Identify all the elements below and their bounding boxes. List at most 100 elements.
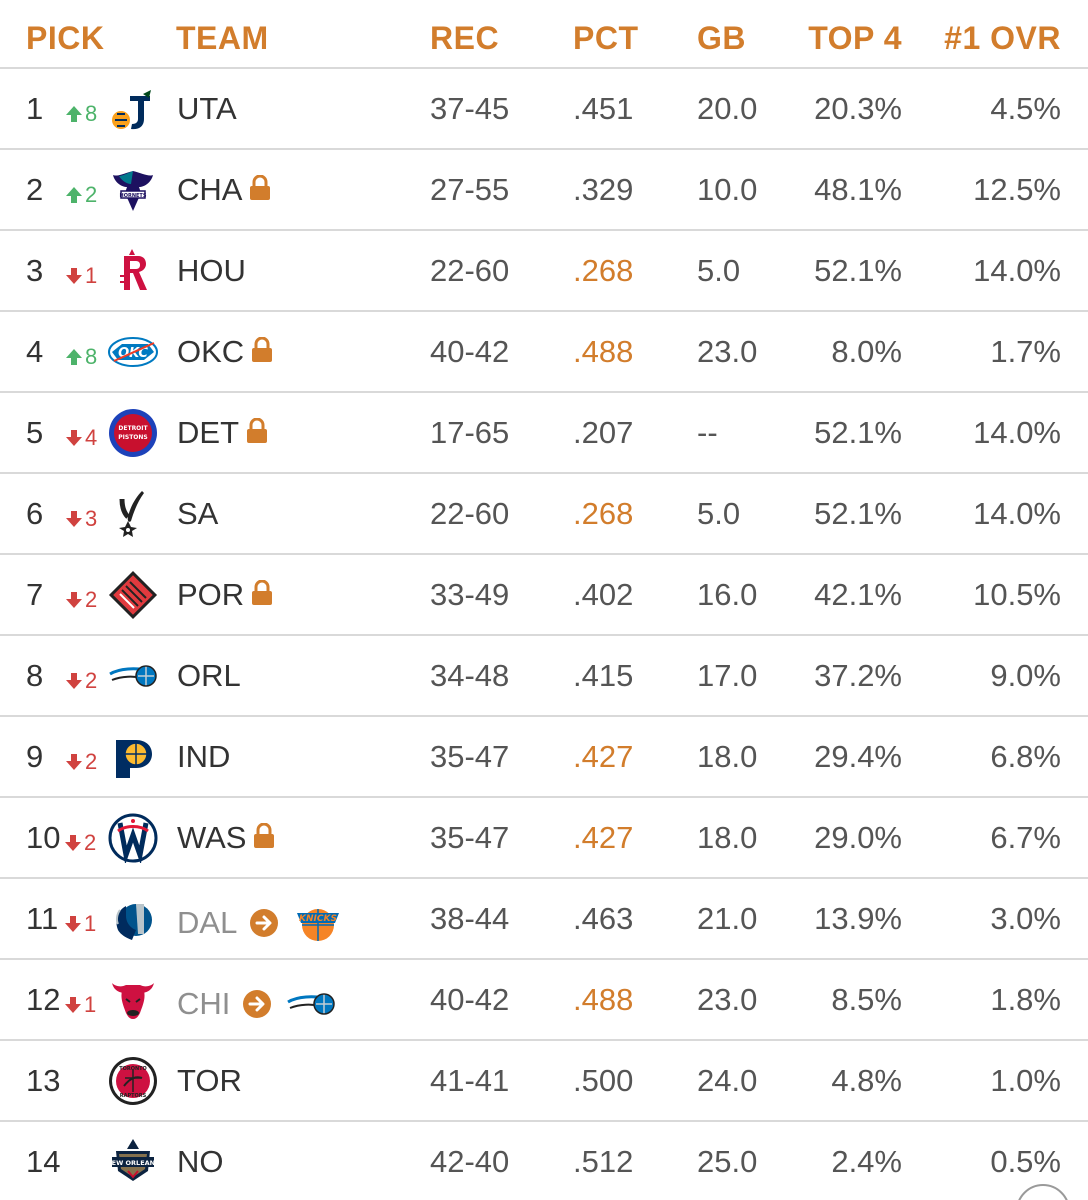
top4-odds: 37.2% (814, 658, 902, 693)
pick-number: 8 (26, 658, 44, 693)
top4-odds: 52.1% (814, 253, 902, 288)
win-pct: .268 (573, 253, 634, 288)
table-row[interactable]: 11 1 DAL KNICKS 38-44 .463 21.0 13.9% 3.… (0, 879, 1088, 960)
svg-text:RAPTORS: RAPTORS (120, 1093, 147, 1099)
games-back: 23.0 (697, 334, 758, 369)
team-cell[interactable]: POR (177, 577, 274, 613)
record: 35-47 (430, 820, 510, 855)
team-cell[interactable]: WAS (177, 820, 276, 856)
win-pct: .488 (573, 334, 634, 369)
pick-movement-up: 8 (64, 101, 97, 127)
header-rec[interactable]: REC (430, 20, 500, 56)
table-row[interactable]: 9 2 IND 35-47 .427 18.0 29.4% 6.8% (0, 717, 1088, 798)
pick-movement-value: 2 (85, 668, 98, 693)
thunder-logo-icon[interactable]: OKC (108, 327, 158, 377)
lock-icon (254, 823, 275, 848)
team-cell[interactable]: DET (177, 415, 269, 451)
first-overall-odds: 6.8% (990, 739, 1061, 774)
pick-movement-value: 2 (85, 182, 98, 207)
team-abbr: IND (177, 739, 231, 774)
record: 40-42 (430, 334, 510, 369)
record: 40-42 (430, 982, 510, 1017)
wizards-logo-icon[interactable] (108, 813, 158, 863)
header-ovr[interactable]: #1 OVR (944, 20, 1061, 56)
table-row[interactable]: 1 8 UTA 37-45 .451 20.0 20.3% 4.5% (0, 69, 1088, 150)
jazz-logo-icon[interactable] (108, 84, 158, 134)
pick-movement-value: 2 (85, 749, 98, 774)
pick-movement-down: 2 (64, 587, 97, 613)
pick-movement-value: 1 (85, 263, 98, 288)
top4-odds: 13.9% (814, 901, 902, 936)
record: 17-65 (430, 415, 510, 450)
record: 22-60 (430, 496, 510, 531)
team-cell[interactable]: IND (177, 739, 230, 775)
team-abbr: WAS (177, 820, 247, 855)
table-row[interactable]: 7 2 POR 33-49 .402 16.0 42.1% 10.5% (0, 555, 1088, 636)
table-row[interactable]: 10 2 WAS 35-47 .427 18.0 29.0% 6.7% (0, 798, 1088, 879)
win-pct: .402 (573, 577, 634, 612)
pick-movement-down: 2 (64, 749, 97, 775)
header-gb[interactable]: GB (697, 20, 746, 56)
table-row[interactable]: 6 3 SA 22-60 .268 5.0 52.1% 14.0% (0, 474, 1088, 555)
team-cell[interactable]: DAL KNICKS (177, 901, 343, 945)
blazers-logo-icon[interactable] (108, 570, 158, 620)
pacers-logo-icon[interactable] (108, 732, 158, 782)
table-row[interactable]: 2 2 HORNETS CHA 27-55 .329 10.0 48.1% 12… (0, 150, 1088, 231)
team-abbr: DAL (177, 905, 238, 940)
team-cell[interactable]: CHI (177, 982, 336, 1026)
team-cell[interactable]: UTA (177, 91, 237, 127)
table-row[interactable]: 3 1 HOU 22-60 .268 5.0 52.1% 14.0% (0, 231, 1088, 312)
first-overall-odds: 4.5% (990, 91, 1061, 126)
table-row[interactable]: 13 TORONTO RAPTORS TOR 41-41 .500 24.0 4.… (0, 1041, 1088, 1122)
team-cell[interactable]: OKC (177, 334, 274, 370)
first-overall-odds: 9.0% (990, 658, 1061, 693)
win-pct: .463 (573, 901, 634, 936)
games-back: 21.0 (697, 901, 758, 936)
raptors-logo-icon[interactable]: TORONTO RAPTORS (108, 1056, 158, 1106)
top4-odds: 52.1% (814, 415, 902, 450)
header-pct[interactable]: PCT (573, 20, 639, 56)
team-abbr: DET (177, 415, 239, 450)
team-cell[interactable]: ORL (177, 658, 241, 694)
mavericks-logo-icon[interactable] (108, 894, 158, 944)
first-overall-odds: 14.0% (973, 253, 1061, 288)
team-cell[interactable]: SA (177, 496, 218, 532)
table-row[interactable]: 14 NEW ORLEANS NO 42-40 .512 25.0 2.4% 0… (0, 1122, 1088, 1200)
team-abbr: OKC (177, 334, 245, 369)
team-cell[interactable]: TOR (177, 1063, 242, 1099)
pelicans-logo-icon[interactable]: NEW ORLEANS (108, 1137, 158, 1187)
hornets-logo-icon[interactable]: HORNETS (108, 165, 158, 215)
table-row[interactable]: 5 4 DETROIT PISTONS DET 17-65 .207 -- 52.… (0, 393, 1088, 474)
pick-movement-down: 2 (64, 668, 97, 694)
team-cell[interactable]: NO (177, 1144, 224, 1180)
games-back: 5.0 (697, 496, 741, 531)
top4-odds: 8.5% (831, 982, 902, 1017)
table-row[interactable]: 8 2 ORL 34-48 .415 17.0 37.2% 9.0% (0, 636, 1088, 717)
top4-odds: 2.4% (831, 1144, 902, 1179)
table-row[interactable]: 4 8 OKC OKC 40-42 .488 23.0 8.0% 1.7% (0, 312, 1088, 393)
table-row[interactable]: 12 1 CHI 40-42 .488 23.0 8.5% 1.8% (0, 960, 1088, 1041)
magic-logo-icon[interactable] (108, 651, 158, 701)
pick-movement-value: 3 (85, 506, 98, 531)
bulls-logo-icon[interactable] (108, 975, 158, 1025)
header-pick[interactable]: PICK (26, 20, 105, 56)
arrow-down-icon (64, 590, 85, 610)
svg-text:KNICKS: KNICKS (299, 914, 337, 924)
record: 33-49 (430, 577, 510, 612)
win-pct: .415 (573, 658, 634, 693)
header-top4[interactable]: TOP 4 (808, 20, 902, 56)
pick-number: 11 (26, 901, 59, 936)
svg-text:HORNETS: HORNETS (120, 193, 147, 199)
record: 42-40 (430, 1144, 510, 1179)
lock-icon (252, 580, 273, 605)
games-back: 24.0 (697, 1063, 758, 1098)
team-cell[interactable]: HOU (177, 253, 246, 289)
spurs-logo-icon[interactable] (108, 489, 158, 539)
games-back: 5.0 (697, 253, 741, 288)
pick-movement-value: 1 (84, 911, 97, 936)
team-cell[interactable]: CHA (177, 172, 272, 208)
pistons-logo-icon[interactable]: DETROIT PISTONS (108, 408, 158, 458)
win-pct: .268 (573, 496, 634, 531)
rockets-logo-icon[interactable] (108, 246, 158, 296)
header-team[interactable]: TEAM (176, 20, 269, 56)
